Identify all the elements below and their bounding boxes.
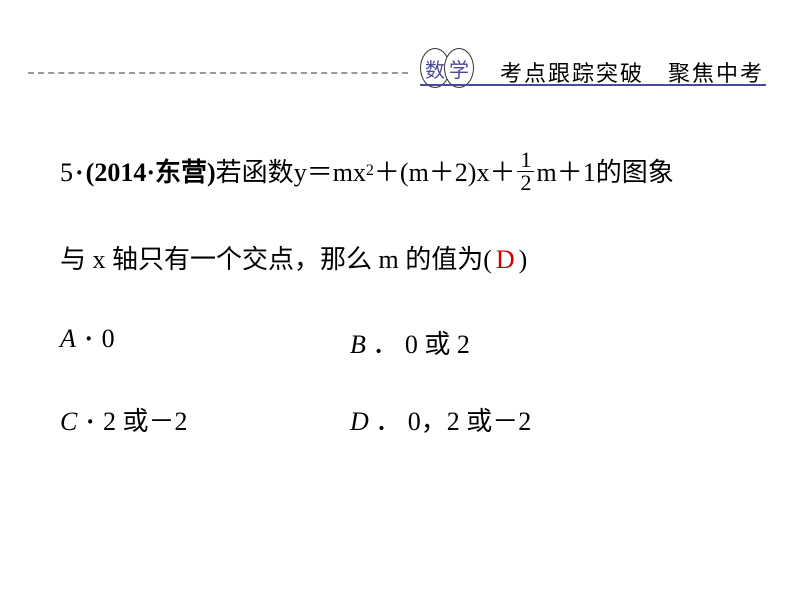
option-d-sep: ． <box>375 407 401 436</box>
option-row-2: C · 2 或－2 D ． 0，2 或－2 <box>60 401 734 438</box>
answer-value: D <box>496 237 515 284</box>
question-text-1: 若函数 <box>216 150 294 197</box>
options-container: A · 0 B ． 0 或 2 C · 2 或－2 D ． 0，2 或－2 <box>60 324 734 438</box>
content-area: 5 · (2014·东营) 若函数 y＝mx 2 ＋(m＋2)x＋ 1 2 m＋… <box>0 90 794 438</box>
subject-badge: 数 学 <box>420 48 474 88</box>
page-header: 数 学 考点跟踪突破 聚焦中考 <box>0 0 794 90</box>
option-c: C · 2 或－2 <box>60 401 350 438</box>
option-a-label: A <box>60 324 76 353</box>
option-c-value: 2 或－2 <box>103 407 188 436</box>
option-a-sep: · <box>84 324 93 353</box>
question-number: 5 <box>60 150 73 197</box>
option-c-sep: · <box>86 407 95 436</box>
equation-superscript: 2 <box>366 157 374 186</box>
question-line2-part2: ) <box>519 237 528 284</box>
question-line-1: 5 · (2014·东营) 若函数 y＝mx 2 ＋(m＋2)x＋ 1 2 m＋… <box>60 150 734 197</box>
header-dashed-line <box>28 72 408 74</box>
option-b-sep: ． <box>372 330 398 359</box>
question-line2-part1: 与 x 轴只有一个交点，那么 m 的值为( <box>60 237 492 284</box>
question-source: (2014·东营) <box>86 150 216 197</box>
equation-mid-1: ＋(m＋2)x＋ <box>374 150 516 197</box>
header-divider <box>420 84 766 86</box>
option-a: A · 0 <box>60 324 350 361</box>
option-row-1: A · 0 B ． 0 或 2 <box>60 324 734 361</box>
option-b-value: 0 或 2 <box>405 330 470 359</box>
subject-char-2: 学 <box>444 48 474 88</box>
question-line-2: 与 x 轴只有一个交点，那么 m 的值为( D ) <box>60 237 734 284</box>
option-d: D ． 0，2 或－2 <box>350 401 531 438</box>
option-b-label: B <box>350 330 366 359</box>
equation-fraction: 1 2 <box>517 149 534 194</box>
number-separator: · <box>75 150 84 197</box>
option-a-value: 0 <box>102 324 115 353</box>
fraction-denominator: 2 <box>517 172 534 194</box>
option-d-label: D <box>350 407 369 436</box>
option-c-label: C <box>60 407 77 436</box>
option-d-value: 0，2 或－2 <box>408 407 532 436</box>
option-b: B ． 0 或 2 <box>350 324 470 361</box>
equation-mid-2: m＋1 <box>536 150 595 197</box>
question-text-2: 的图象 <box>596 150 674 197</box>
equation-prefix: y＝mx <box>294 150 366 197</box>
fraction-numerator: 1 <box>517 149 534 172</box>
